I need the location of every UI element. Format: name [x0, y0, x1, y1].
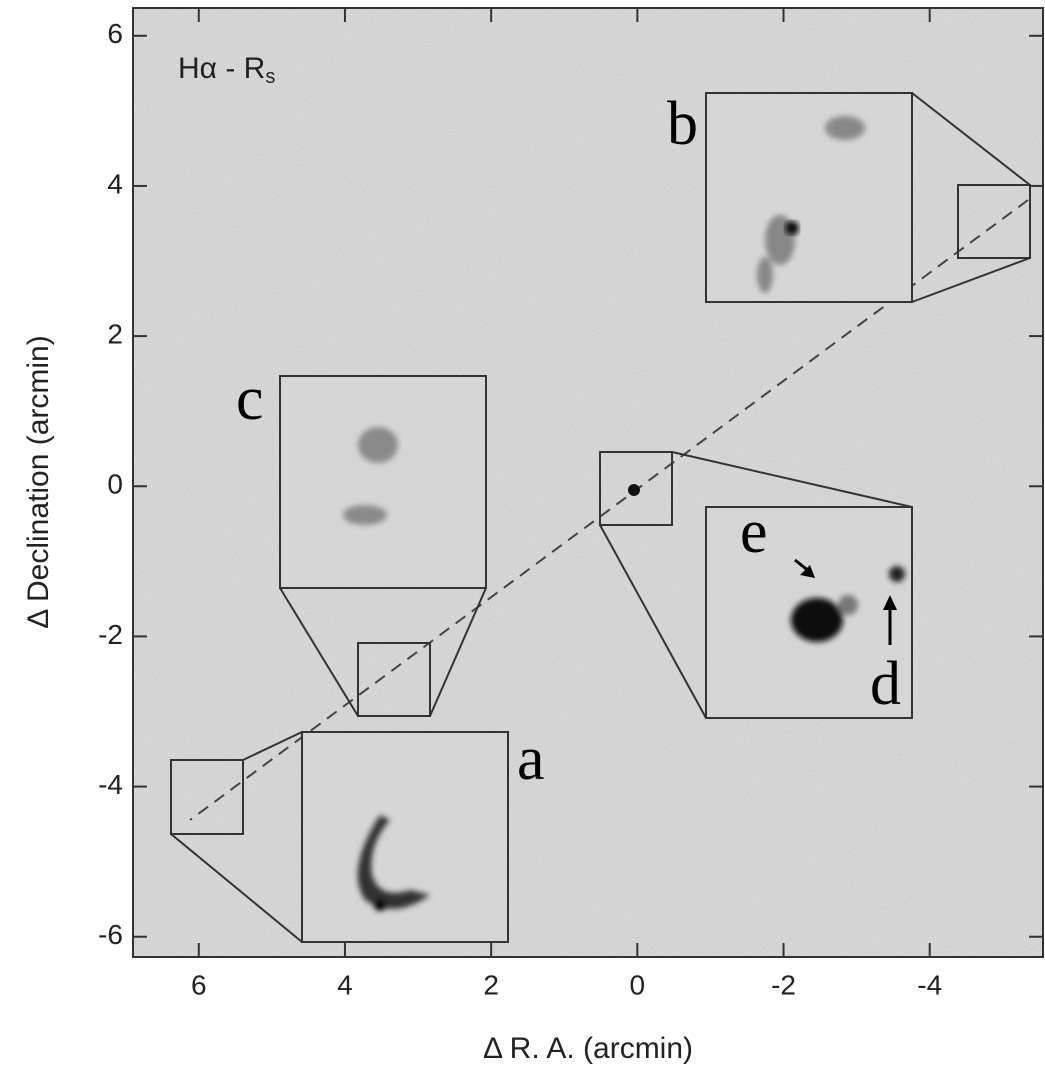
y-tick-label: -4 — [98, 769, 123, 800]
panel-label: c — [236, 365, 264, 433]
y-axis-label: Δ Declination (arcmin) — [22, 335, 55, 628]
y-tick-label: 6 — [107, 18, 123, 49]
panel-label: d — [870, 650, 901, 718]
label-sub: s — [265, 66, 275, 88]
image-label: Hα - Rs — [178, 52, 275, 88]
panel-label: a — [517, 725, 545, 793]
x-tick-label: -4 — [917, 969, 942, 1000]
x-tick-label: -2 — [771, 969, 796, 1000]
x-tick-label: 4 — [337, 969, 353, 1000]
x-tick-label: 6 — [191, 969, 207, 1000]
y-tick-label: 4 — [107, 168, 123, 199]
y-tick-label: 0 — [107, 469, 123, 500]
panel-label: b — [667, 90, 698, 158]
x-tick-label: 2 — [483, 969, 499, 1000]
y-tick-label: -6 — [98, 919, 123, 950]
label-main: Hα - R — [178, 52, 265, 85]
y-tick-label: 2 — [107, 318, 123, 349]
x-axis-label: Δ R. A. (arcmin) — [483, 1032, 693, 1065]
panel-label: e — [740, 498, 768, 566]
y-tick-label: -2 — [98, 619, 123, 650]
x-tick-label: 0 — [630, 969, 646, 1000]
figure: Hα - Rs b c a e d Δ R. A. (arcmin) Δ Dec… — [0, 0, 1045, 1076]
